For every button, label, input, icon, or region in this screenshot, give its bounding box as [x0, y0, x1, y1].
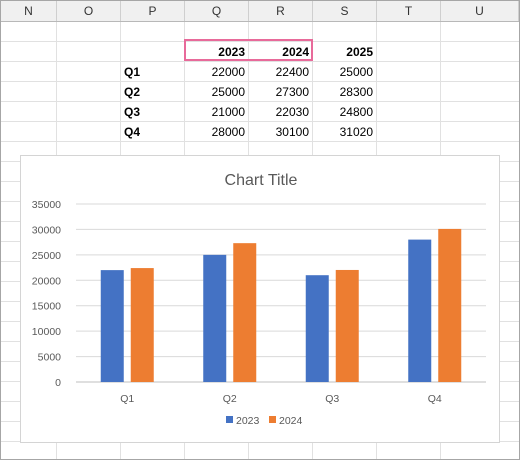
- value-cell[interactable]: 27300: [275, 85, 309, 99]
- bar-2024-q1: [130, 268, 154, 382]
- clustered-column-chart[interactable]: Chart Title 0 5000 10000 15000 20000 25000 3000…: [20, 155, 500, 443]
- column-header-p[interactable]: P: [121, 1, 185, 21]
- chart-title: Chart Title: [225, 172, 298, 189]
- y-tick-label: 10000: [32, 326, 61, 338]
- x-tick-label: Q1: [120, 393, 134, 405]
- value-cell[interactable]: 22000: [211, 65, 245, 79]
- quarter-label-cell[interactable]: Q4: [124, 125, 141, 139]
- value-cell[interactable]: 22400: [275, 65, 309, 79]
- value-cell[interactable]: 25000: [211, 85, 245, 99]
- y-tick-label: 20000: [32, 275, 61, 287]
- gridline-horizontal: [1, 81, 519, 82]
- x-tick-label: Q3: [325, 393, 339, 405]
- value-cell[interactable]: 28300: [339, 85, 373, 99]
- gridline-horizontal: [1, 61, 519, 62]
- quarter-label-cell[interactable]: Q2: [124, 85, 141, 99]
- bar-2023-q4: [408, 239, 432, 382]
- legend-swatch-2024: [269, 416, 276, 423]
- value-cell[interactable]: 21000: [211, 105, 245, 119]
- column-header-u[interactable]: U: [441, 1, 519, 21]
- value-cell[interactable]: 30100: [275, 125, 309, 139]
- column-header-s[interactable]: S: [313, 1, 377, 21]
- column-header-r[interactable]: R: [249, 1, 313, 21]
- value-cell[interactable]: 25000: [339, 65, 373, 79]
- year-header-cell[interactable]: 2025: [346, 45, 373, 59]
- y-tick-label: 5000: [38, 352, 62, 364]
- legend-label: 2024: [279, 415, 303, 427]
- gridline-horizontal: [1, 101, 519, 102]
- gridline-horizontal: [1, 41, 519, 42]
- bar-2024-q3: [335, 269, 359, 382]
- gridline-horizontal: [1, 141, 519, 142]
- bar-2024-q4: [438, 228, 462, 382]
- x-tick-label: Q4: [428, 393, 442, 405]
- bar-2024-q2: [233, 243, 257, 382]
- y-tick-label: 30000: [32, 224, 61, 236]
- gridline-horizontal: [1, 121, 519, 122]
- y-tick-label: 35000: [32, 199, 61, 211]
- quarter-label-cell[interactable]: Q1: [124, 65, 141, 79]
- y-tick-label: 0: [55, 377, 61, 389]
- year-header-cell[interactable]: 2024: [282, 45, 309, 59]
- column-header-n[interactable]: N: [1, 1, 57, 21]
- column-header-t[interactable]: T: [377, 1, 441, 21]
- quarter-label-cell[interactable]: Q3: [124, 105, 141, 119]
- chart-svg: Chart Title 0 5000 10000 15000 20000 25000 3000…: [32, 172, 486, 427]
- value-cell[interactable]: 31020: [339, 125, 373, 139]
- legend-swatch-2023: [226, 416, 233, 423]
- value-cell[interactable]: 22030: [275, 105, 309, 119]
- y-tick-label: 15000: [32, 301, 61, 313]
- column-header-o[interactable]: O: [57, 1, 121, 21]
- y-tick-label: 25000: [32, 250, 61, 262]
- x-tick-label: Q2: [223, 393, 237, 405]
- value-cell[interactable]: 24800: [339, 105, 373, 119]
- bar-2023-q2: [203, 254, 227, 382]
- legend-label: 2023: [236, 415, 260, 427]
- value-cell[interactable]: 28000: [211, 125, 245, 139]
- bar-2023-q3: [305, 275, 329, 382]
- year-header-cell[interactable]: 2023: [218, 45, 245, 59]
- bar-2023-q1: [100, 270, 124, 382]
- column-header-q[interactable]: Q: [185, 1, 249, 21]
